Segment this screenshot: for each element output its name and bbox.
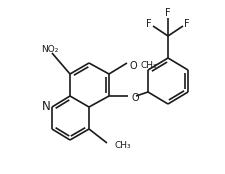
Text: F: F — [183, 19, 189, 29]
Text: F: F — [164, 8, 170, 18]
Text: CH₃: CH₃ — [115, 140, 131, 149]
Text: O: O — [129, 61, 137, 71]
Text: F: F — [146, 19, 151, 29]
Text: NO₂: NO₂ — [41, 45, 58, 54]
Text: N: N — [41, 101, 50, 113]
Text: O: O — [131, 93, 139, 103]
Text: CH₃: CH₃ — [140, 61, 157, 70]
